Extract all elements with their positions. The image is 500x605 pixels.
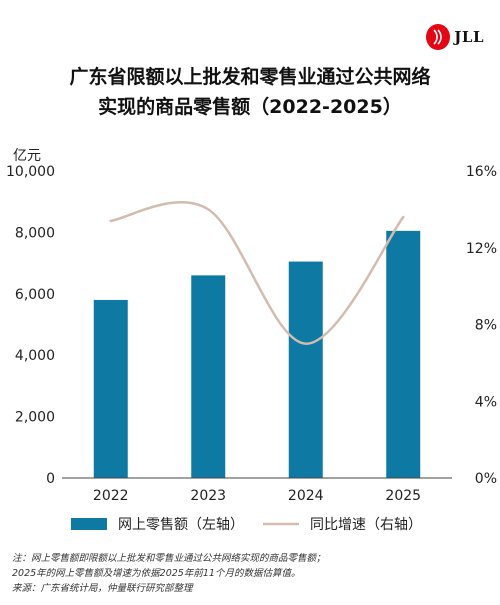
chart-title-line-2: 实现的商品零售额（2022-2025） [98,96,402,118]
jll-logo: JLL [426,22,484,52]
chart-title-line-1: 广东省限额以上批发和零售业通过公共网络 [69,66,431,88]
x-tick-label: 2025 [385,488,421,504]
left-tick-label: 2,000 [15,410,55,426]
growth-rate-line [109,201,405,345]
footnote-line-1: 注：网上零售额即限额以上批发和零售业通过公共网络实现的商品零售额； [12,553,326,564]
jll-logo-icon [426,24,451,50]
legend-label-line: 同比增速（右轴） [310,517,422,533]
right-tick-label: 16% [466,164,497,180]
left-tick-label: 8,000 [15,225,55,241]
legend-label-bar: 网上零售额（左轴） [118,517,244,533]
left-axis-unit: 亿元 [13,148,41,164]
logo-text: JLL [454,28,484,46]
footnote: 注：网上零售额即限额以上批发和零售业通过公共网络实现的商品零售额； 2025年的… [12,551,492,596]
x-tick-label: 2023 [190,488,226,504]
left-tick-label: 0 [46,471,55,487]
bar-2022 [93,299,128,478]
left-tick-label: 10,000 [6,164,55,180]
right-tick-label: 8% [475,318,497,334]
right-tick-label: 4% [475,394,497,410]
legend-swatch-bar [71,518,107,530]
footnote-line-3: 来源：广东省统计局，仲量联行研究部整理 [12,583,193,594]
right-tick-label: 0% [475,471,497,487]
x-tick-label: 2022 [93,488,129,504]
bar-2025 [386,230,421,478]
chart: 亿元 0 2,000 4,000 6,000 8,000 10,000 0% 4% 8% 12% 16… [6,148,497,533]
right-tick-label: 12% [466,241,497,257]
bar-2024 [288,261,323,478]
left-tick-label: 6,000 [15,287,55,303]
bar-2023 [191,275,226,478]
chart-title: 广东省限额以上批发和零售业通过公共网络 实现的商品零售额（2022-2025） [0,62,500,122]
footnote-line-2: 2025年的网上零售额及增速为依据2025年前11个月的数据估算值。 [12,568,301,579]
x-tick-label: 2024 [288,488,324,504]
left-tick-label: 4,000 [15,348,55,364]
